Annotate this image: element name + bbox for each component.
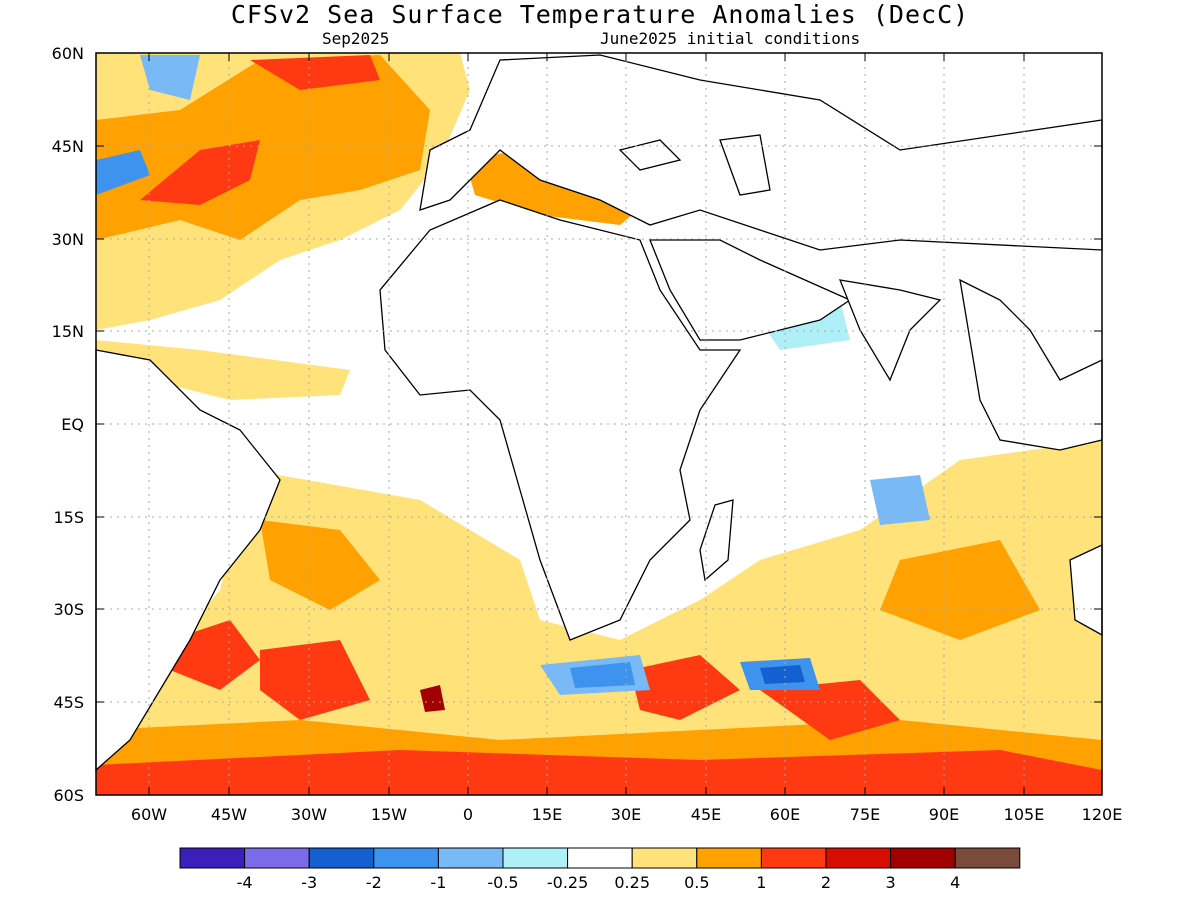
latitude-labels: 60N 45N 30N 15N EQ 15S 30S 45S 60S xyxy=(52,44,84,805)
colorbar-label: -1 xyxy=(430,873,446,892)
axis-ticks xyxy=(96,52,1103,796)
colorbar-label: -3 xyxy=(301,873,317,892)
longitude-label: 30E xyxy=(611,805,641,824)
colorbar-label: 1 xyxy=(756,873,766,892)
colorbar-label: 4 xyxy=(950,873,960,892)
colorbar-labels: -4 -3 -2 -1 -0.5 -0.25 0.25 0.5 1 2 3 4 xyxy=(237,873,961,892)
latitude-label: 30N xyxy=(52,230,84,249)
warm-region-tropical-atlantic xyxy=(96,340,350,400)
warm-region-hotspot xyxy=(420,685,445,712)
warm-region-south-atlantic-core xyxy=(260,520,380,610)
arabia-outline xyxy=(649,239,852,341)
longitude-label: 45E xyxy=(691,805,721,824)
longitude-label: 60E xyxy=(770,805,800,824)
forecast-month: Sep2025 xyxy=(322,29,390,48)
colorbar-label: 0.25 xyxy=(614,873,650,892)
longitude-label: 105E xyxy=(1004,805,1045,824)
colorbar-swatch xyxy=(825,847,892,869)
south-america-outline xyxy=(95,349,281,772)
black-sea-outline xyxy=(618,139,682,171)
cool-region-labrador xyxy=(140,55,200,100)
colorbar-label: 0.5 xyxy=(684,873,709,892)
longitude-label: 15E xyxy=(532,805,562,824)
colorbar-swatch xyxy=(890,847,956,869)
longitude-label: 15W xyxy=(371,805,407,824)
warm-region-southern-ocean xyxy=(96,750,1102,795)
colorbar-swatch xyxy=(760,847,827,869)
longitude-label: 60W xyxy=(131,805,167,824)
colorbar-swatch xyxy=(373,847,439,869)
latitude-label: 15S xyxy=(53,508,84,527)
longitude-label: 75E xyxy=(850,805,880,824)
warm-region-south-indian-strong xyxy=(630,655,900,740)
colorbar-swatch xyxy=(631,847,698,869)
initial-conditions: June2025 initial conditions xyxy=(600,29,861,48)
colorbar-swatch xyxy=(696,847,762,869)
warm-region-labrador xyxy=(250,55,380,90)
grid-lines xyxy=(96,53,1102,795)
cool-region-madagascar-east xyxy=(870,475,930,525)
colorbar-label: 3 xyxy=(886,873,896,892)
madagascar-outline xyxy=(699,499,734,582)
colorbar-label: -0.5 xyxy=(487,873,518,892)
warm-region-southeast-indian xyxy=(880,540,1040,640)
colorbar-swatch xyxy=(308,847,375,869)
colorbar-swatch xyxy=(567,847,633,869)
latitude-label: 45S xyxy=(53,693,84,712)
cool-region-south-indian-core xyxy=(760,665,805,684)
latitude-label: 60S xyxy=(53,786,84,805)
southeast-asia-outline xyxy=(959,278,1103,451)
colorbar-label: -2 xyxy=(366,873,382,892)
colorbar-swatch xyxy=(954,847,1021,869)
longitude-label: 120E xyxy=(1082,805,1123,824)
warm-region-mediterranean xyxy=(465,150,650,225)
colorbar-swatch xyxy=(502,847,569,869)
warm-region-south-atlantic-strong xyxy=(170,620,370,720)
land-outlines xyxy=(95,54,1103,772)
colorbar-swatch xyxy=(244,847,310,869)
anomaly-field xyxy=(96,53,1102,795)
longitude-label: 30W xyxy=(291,805,327,824)
longitude-label: 45W xyxy=(211,805,247,824)
africa-outline xyxy=(379,199,742,641)
latitude-label: EQ xyxy=(61,415,84,434)
colorbar-swatch xyxy=(179,847,246,869)
cool-region-south-atlantic-core xyxy=(570,662,635,688)
colorbar xyxy=(179,847,1021,869)
india-outline xyxy=(838,279,942,382)
colorbar-swatch xyxy=(437,847,504,869)
cool-region-newfoundland xyxy=(96,150,150,195)
latitude-label: 30S xyxy=(53,600,84,619)
latitude-label: 45N xyxy=(52,137,84,156)
longitude-label: 90E xyxy=(929,805,959,824)
longitude-labels: 60W 45W 30W 15W 0 15E 30E 45E 60E 75E 90E 105E 120E xyxy=(131,805,1122,824)
colorbar-label: 2 xyxy=(821,873,831,892)
latitude-label: 60N xyxy=(52,44,84,63)
caspian-sea-outline xyxy=(719,134,771,196)
colorbar-label: -0.25 xyxy=(547,873,588,892)
map-title: CFSv2 Sea Surface Temperature Anomalies … xyxy=(230,0,970,29)
warm-region-gulf-stream xyxy=(140,140,260,205)
colorbar-label: -4 xyxy=(237,873,253,892)
latitude-label: 15N xyxy=(52,322,84,341)
longitude-label: 0 xyxy=(463,805,473,824)
